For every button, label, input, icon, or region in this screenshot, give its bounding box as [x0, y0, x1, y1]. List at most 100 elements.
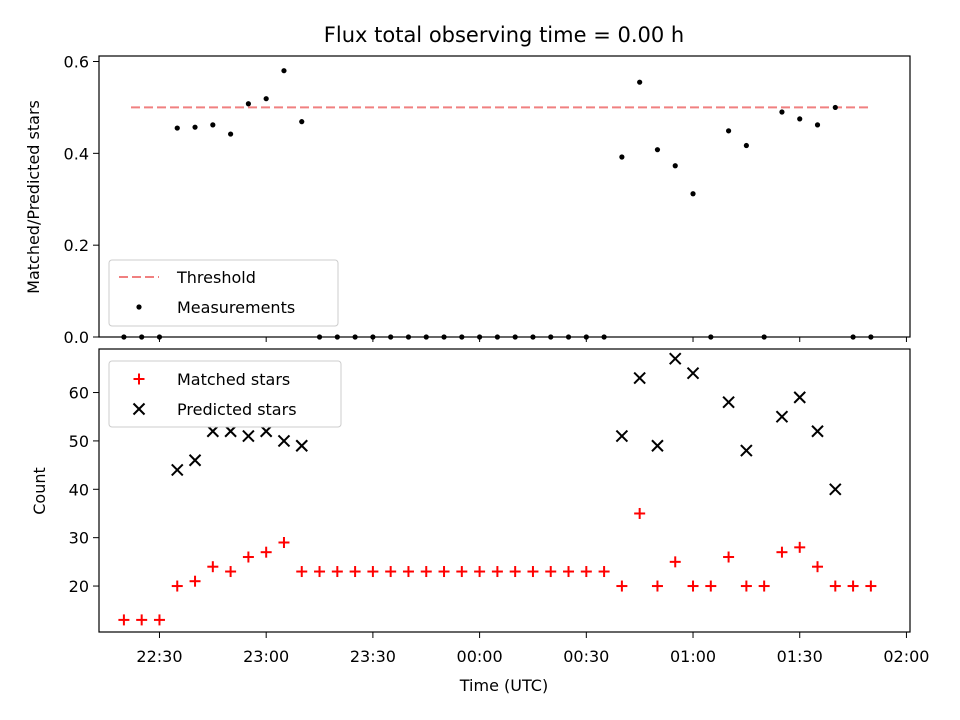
measurement-point	[654, 147, 661, 153]
predicted-point	[224, 425, 237, 438]
measurement-point	[316, 334, 323, 340]
measurement-point	[725, 128, 732, 134]
measurement-point	[477, 334, 483, 340]
matched-point	[847, 580, 859, 592]
matched-point	[509, 566, 521, 578]
measurement-point	[121, 334, 127, 340]
measurement-point	[174, 125, 180, 131]
measurement-point	[761, 334, 767, 340]
matched-point	[598, 566, 610, 578]
predicted-point	[793, 391, 806, 404]
measurement-point	[743, 142, 749, 149]
matched-point	[420, 566, 432, 578]
measurement-point	[263, 96, 269, 102]
matched-point	[527, 566, 539, 578]
measurement-point	[672, 163, 678, 169]
predicted-point	[633, 371, 646, 385]
bottom-x-tick-label: 02:00	[883, 647, 929, 666]
bottom-y-tick-label: 20	[69, 577, 89, 596]
predicted-point	[295, 439, 308, 452]
matched-point	[225, 566, 237, 578]
top-panel: 0.0 0.2 0.4 0.6 Matched/Predicted stars Thr…	[24, 53, 911, 347]
top-y-tick-label: 0.0	[64, 328, 89, 347]
matched-point	[865, 580, 877, 592]
measurement-point	[512, 334, 518, 340]
measurement-point	[797, 116, 803, 122]
matched-point	[260, 546, 272, 558]
predicted-point	[669, 352, 682, 365]
legend-matched-swatch	[133, 373, 145, 385]
measurement-point	[637, 79, 643, 85]
measurement-point	[334, 334, 340, 340]
predicted-point	[829, 483, 842, 496]
predicted-point	[259, 425, 273, 438]
bottom-legend-box	[108, 360, 342, 428]
measurement-point	[245, 101, 251, 107]
bottom-x-ticks: 22:30 23:00 23:30 00:00 00:30 01:00 01:30 02:00	[136, 632, 929, 666]
matched-point	[207, 561, 219, 573]
top-legend-box	[108, 259, 339, 327]
matched-point	[474, 566, 486, 578]
legend-predicted-label: Predicted stars	[177, 400, 297, 419]
matched-point	[616, 580, 628, 592]
measurement-point	[139, 334, 145, 340]
matched-point	[296, 566, 308, 578]
predicted-point	[722, 396, 735, 409]
predicted-point	[188, 454, 202, 467]
matched-point	[812, 561, 824, 573]
predicted-point	[277, 434, 291, 448]
bottom-x-tick-label: 00:00	[457, 647, 503, 666]
matched-point	[402, 566, 414, 578]
bottom-y-tick-label: 60	[69, 384, 89, 403]
matched-point	[242, 551, 254, 563]
matched-point	[669, 556, 681, 568]
measurement-point	[494, 334, 500, 340]
bottom-x-tick-label: 01:30	[777, 647, 823, 666]
measurement-point	[814, 122, 821, 128]
legend-threshold-label: Threshold	[176, 268, 256, 287]
legend-measurements-swatch	[136, 304, 142, 310]
measurement-point	[156, 334, 163, 340]
legend-predicted-marker	[132, 402, 146, 416]
matched-point	[314, 566, 326, 578]
matched-point	[367, 566, 379, 578]
matched-point	[687, 580, 699, 592]
measurement-point	[548, 334, 554, 340]
measurement-point	[565, 334, 572, 340]
matched-point	[456, 566, 468, 578]
matched-point	[153, 614, 165, 626]
matched-point	[491, 566, 503, 578]
matched-point	[634, 507, 646, 519]
predicted-point	[242, 429, 255, 443]
measurement-point	[228, 131, 234, 137]
predicted-point	[615, 429, 629, 443]
legend-predicted-swatch	[132, 402, 146, 416]
matched-point	[171, 580, 183, 592]
top-y-tick-label: 0.4	[64, 144, 89, 163]
matched-point	[385, 566, 397, 578]
matched-point	[136, 614, 148, 626]
measurement-point	[708, 334, 714, 340]
matched-point	[723, 551, 735, 563]
measurement-point	[690, 191, 696, 197]
legend-matched-marker	[133, 373, 145, 385]
matched-point	[438, 566, 450, 578]
measurement-point	[619, 154, 625, 160]
measurement-points	[121, 68, 874, 340]
matched-point	[349, 566, 361, 578]
chart-title: Flux total observing time = 0.00 h	[324, 23, 684, 47]
matched-point	[580, 566, 592, 578]
matched-point	[189, 575, 201, 587]
top-legend: Threshold Measurements	[108, 259, 339, 327]
bottom-x-tick-label: 01:00	[670, 647, 716, 666]
bottom-x-tick-label: 23:30	[350, 647, 396, 666]
bottom-y-ticks: 20 30 40 50 60	[69, 384, 99, 596]
legend-matched-label: Matched stars	[177, 370, 290, 389]
bottom-y-tick-label: 40	[69, 480, 89, 499]
x-axis-label: Time (UTC)	[459, 676, 548, 695]
measurement-point	[388, 334, 394, 340]
measurement-point	[210, 122, 216, 128]
bottom-panel: 20 30 40 50 60 22:30 23:00 23:30 00:00 00:30 01:0…	[30, 348, 929, 695]
bottom-x-tick-label: 23:00	[243, 647, 289, 666]
